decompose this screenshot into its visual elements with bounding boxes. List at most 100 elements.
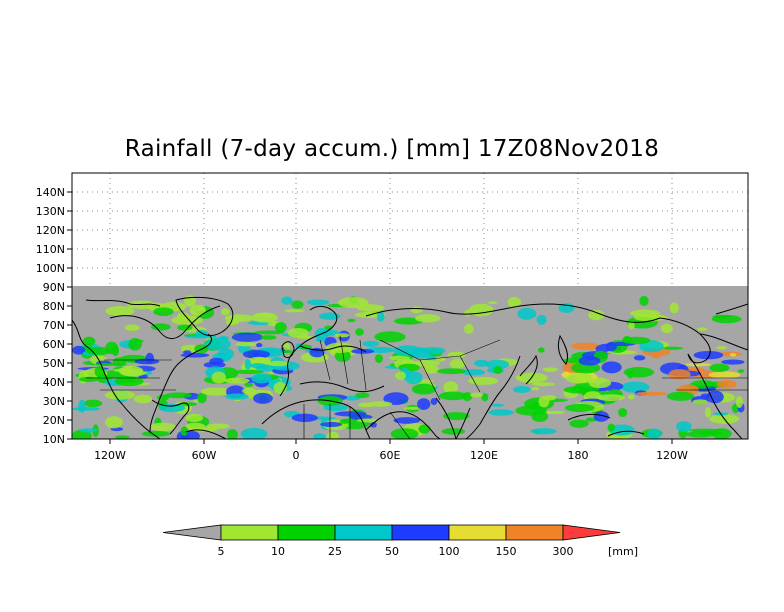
colorbar-tick-label: 5 — [218, 545, 225, 558]
rain-patch — [79, 428, 98, 433]
lat-tick-label: 20N — [43, 414, 65, 427]
lat-tick-label: 70N — [43, 319, 65, 332]
rain-patch — [627, 370, 634, 379]
rain-patch — [712, 314, 731, 319]
rain-patch — [423, 365, 440, 374]
colorbar-tick-label: 300 — [553, 545, 574, 558]
lat-tick-label: 110N — [36, 243, 65, 256]
rain-patch — [627, 394, 635, 400]
lat-tick-label: 10N — [43, 433, 65, 446]
rain-patch — [563, 386, 593, 394]
rain-patch — [281, 296, 293, 305]
rain-patch — [274, 322, 287, 333]
rain-patch — [491, 403, 504, 407]
rain-patch — [171, 315, 204, 326]
rain-patch — [234, 369, 264, 375]
rain-patch — [315, 337, 326, 342]
rain-patch — [225, 318, 239, 326]
rain-patch — [260, 335, 277, 340]
rain-patch — [195, 329, 208, 338]
rain-patch — [393, 345, 422, 357]
rain-patch — [313, 433, 326, 439]
rain-patch — [542, 367, 559, 372]
rain-patch — [200, 387, 231, 396]
lat-tick-label: 120N — [36, 224, 65, 237]
rain-patch — [284, 309, 305, 313]
rain-patch — [569, 419, 589, 428]
rain-patch — [668, 369, 691, 380]
rain-patch — [418, 424, 431, 434]
rain-patch — [105, 341, 119, 355]
rain-patch — [474, 359, 489, 367]
rain-patch — [544, 394, 556, 401]
rain-patch — [182, 350, 192, 355]
rain-patch — [415, 314, 441, 323]
rain-patch — [128, 338, 142, 351]
lon-tick-label: 120W — [94, 449, 126, 462]
rain-patch — [461, 368, 486, 376]
rain-patch — [647, 428, 662, 439]
rain-patch — [282, 350, 296, 354]
rain-patch — [596, 394, 626, 402]
rain-patch — [390, 428, 419, 439]
rain-patch — [253, 392, 273, 404]
lat-tick-label: 80N — [43, 300, 65, 313]
rain-patch — [531, 386, 540, 391]
rain-patch — [636, 391, 668, 396]
lat-tick-label: 40N — [43, 376, 65, 389]
rain-patch — [470, 392, 483, 398]
rain-patch — [267, 360, 290, 367]
rain-patch — [628, 321, 635, 330]
rain-patch — [95, 362, 127, 366]
rain-patch — [355, 392, 370, 399]
rain-patch — [72, 406, 101, 411]
rain-patch — [488, 409, 514, 416]
rain-patch — [570, 342, 600, 350]
rain-patch — [189, 304, 206, 316]
rain-patch — [630, 309, 661, 317]
rain-patch — [449, 358, 466, 369]
rain-patch — [251, 373, 272, 384]
lat-tick-label: 90N — [43, 281, 65, 294]
colorbar-segment — [505, 524, 564, 541]
rain-patch — [296, 335, 313, 340]
rain-patch — [607, 423, 615, 432]
rain-patch — [430, 398, 438, 406]
rain-patches — [72, 295, 745, 439]
rain-patch — [661, 346, 683, 350]
rain-patch — [565, 373, 593, 384]
rain-patch — [149, 422, 177, 432]
rain-patch — [383, 392, 409, 406]
rain-patch — [180, 426, 189, 437]
rain-patch — [218, 336, 229, 341]
rain-patch — [177, 324, 193, 331]
longitude-axis: 120W 60W 0 60E 120E 180 120W — [94, 439, 688, 462]
lat-tick-label: 140N — [36, 186, 65, 199]
colorbar: 5 10 25 50 100 150 300 [mm] — [162, 524, 638, 558]
rain-patch — [593, 411, 609, 422]
rain-patch — [306, 299, 330, 306]
rain-patch — [512, 385, 531, 393]
rain-patch — [708, 371, 741, 379]
rain-patch — [443, 381, 459, 394]
lon-tick-label: 180 — [568, 449, 589, 462]
rain-patch — [517, 307, 537, 320]
rain-patch — [358, 402, 375, 408]
rain-patch — [621, 336, 651, 345]
rain-patch — [374, 331, 406, 343]
colorbar-tick-label: 10 — [271, 545, 285, 558]
rain-patch — [493, 366, 503, 375]
lon-tick-label: 120E — [470, 449, 498, 462]
rain-patch — [468, 376, 499, 385]
rain-patch — [464, 309, 471, 317]
lat-tick-label: 30N — [43, 395, 65, 408]
rain-patch — [689, 428, 721, 432]
rain-patch — [150, 323, 171, 331]
rain-patch — [317, 329, 340, 336]
colorbar-unit-label: [mm] — [608, 545, 638, 558]
rain-patch — [362, 340, 380, 347]
rain-patch — [620, 381, 650, 393]
rain-patch — [104, 390, 136, 400]
rain-patch — [393, 417, 421, 424]
rain-patch — [588, 309, 605, 321]
